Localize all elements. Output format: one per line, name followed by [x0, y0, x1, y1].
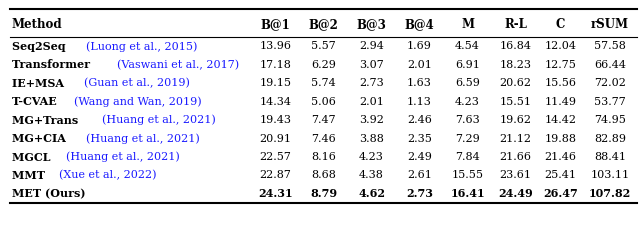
Text: 82.89: 82.89 [594, 134, 626, 144]
Text: (Xue et al., 2022): (Xue et al., 2022) [59, 170, 157, 181]
Text: 7.84: 7.84 [455, 152, 480, 162]
Text: 4.38: 4.38 [359, 171, 384, 180]
Text: 4.23: 4.23 [455, 97, 480, 107]
Text: 22.57: 22.57 [260, 152, 291, 162]
Text: 57.58: 57.58 [594, 41, 626, 51]
Text: 2.01: 2.01 [359, 97, 384, 107]
Text: 6.91: 6.91 [455, 60, 480, 70]
Text: Method: Method [12, 18, 62, 31]
Text: 19.15: 19.15 [260, 78, 292, 88]
Text: T-CVAE: T-CVAE [12, 96, 60, 107]
Text: 88.41: 88.41 [594, 152, 626, 162]
Text: 22.87: 22.87 [260, 171, 291, 180]
Text: 24.31: 24.31 [258, 189, 293, 199]
Text: 2.49: 2.49 [407, 152, 432, 162]
Text: 7.63: 7.63 [455, 115, 480, 125]
Text: B@2: B@2 [308, 18, 339, 31]
Text: R-L: R-L [504, 18, 527, 31]
Text: MG+CIA: MG+CIA [12, 133, 69, 144]
Text: 5.74: 5.74 [311, 78, 336, 88]
Text: (Luong et al., 2015): (Luong et al., 2015) [86, 41, 197, 52]
Text: 1.69: 1.69 [407, 41, 432, 51]
Text: (Huang et al., 2021): (Huang et al., 2021) [66, 152, 180, 162]
Text: 5.57: 5.57 [311, 41, 336, 51]
Text: 13.96: 13.96 [260, 41, 292, 51]
Text: 2.94: 2.94 [359, 41, 384, 51]
Text: 2.73: 2.73 [359, 78, 384, 88]
Text: (Huang et al., 2021): (Huang et al., 2021) [102, 115, 216, 125]
Text: 5.06: 5.06 [311, 97, 336, 107]
Text: 2.35: 2.35 [407, 134, 432, 144]
Text: 15.51: 15.51 [499, 97, 531, 107]
Text: (Huang et al., 2021): (Huang et al., 2021) [86, 133, 200, 144]
Text: MGCL: MGCL [12, 152, 54, 162]
Text: (Wang and Wan, 2019): (Wang and Wan, 2019) [74, 97, 202, 107]
Text: 12.75: 12.75 [545, 60, 576, 70]
Text: B@4: B@4 [404, 18, 435, 31]
Text: 72.02: 72.02 [594, 78, 626, 88]
Text: B@3: B@3 [356, 18, 387, 31]
Text: 74.95: 74.95 [594, 115, 626, 125]
Text: 20.62: 20.62 [499, 78, 531, 88]
Text: 12.04: 12.04 [544, 41, 576, 51]
Text: 21.12: 21.12 [499, 134, 531, 144]
Text: 19.43: 19.43 [260, 115, 292, 125]
Text: 14.34: 14.34 [260, 97, 292, 107]
Text: 18.23: 18.23 [499, 60, 531, 70]
Text: 26.47: 26.47 [543, 189, 578, 199]
Text: MMT: MMT [12, 170, 49, 181]
Text: 17.18: 17.18 [260, 60, 291, 70]
Text: Seq2Seq: Seq2Seq [12, 41, 69, 52]
Text: MET (Ours): MET (Ours) [12, 189, 85, 199]
Text: 8.79: 8.79 [310, 189, 337, 199]
Text: MG+Trans: MG+Trans [12, 115, 82, 126]
Text: 25.41: 25.41 [544, 171, 576, 180]
Text: 103.11: 103.11 [590, 171, 630, 180]
Text: 6.29: 6.29 [311, 60, 336, 70]
Text: 15.55: 15.55 [452, 171, 484, 180]
Text: 2.73: 2.73 [406, 189, 433, 199]
Text: 7.29: 7.29 [455, 134, 480, 144]
Text: (Vaswani et al., 2017): (Vaswani et al., 2017) [117, 60, 239, 70]
Text: 2.01: 2.01 [407, 60, 432, 70]
Text: 19.88: 19.88 [544, 134, 576, 144]
Text: 21.46: 21.46 [544, 152, 576, 162]
Text: rSUM: rSUM [591, 18, 629, 31]
Text: 4.23: 4.23 [359, 152, 384, 162]
Text: 24.49: 24.49 [498, 189, 533, 199]
Text: 6.59: 6.59 [455, 78, 480, 88]
Text: 1.63: 1.63 [407, 78, 432, 88]
Text: 19.62: 19.62 [499, 115, 531, 125]
Text: 2.46: 2.46 [407, 115, 432, 125]
Text: M: M [461, 18, 474, 31]
Text: 3.88: 3.88 [359, 134, 384, 144]
Text: Transformer: Transformer [12, 59, 93, 70]
Text: IE+MSA: IE+MSA [12, 78, 67, 89]
Text: 14.42: 14.42 [544, 115, 576, 125]
Text: 7.46: 7.46 [311, 134, 336, 144]
Text: 53.77: 53.77 [594, 97, 626, 107]
Text: 15.56: 15.56 [544, 78, 576, 88]
Text: 20.91: 20.91 [260, 134, 292, 144]
Text: 21.66: 21.66 [499, 152, 531, 162]
Text: 3.92: 3.92 [359, 115, 384, 125]
Text: C: C [556, 18, 565, 31]
Text: 23.61: 23.61 [499, 171, 531, 180]
Text: 16.84: 16.84 [499, 41, 531, 51]
Text: 8.68: 8.68 [311, 171, 336, 180]
Text: 4.54: 4.54 [455, 41, 480, 51]
Text: 8.16: 8.16 [311, 152, 336, 162]
Text: B@1: B@1 [260, 18, 291, 31]
Text: 11.49: 11.49 [544, 97, 576, 107]
Text: 7.47: 7.47 [311, 115, 336, 125]
Text: (Guan et al., 2019): (Guan et al., 2019) [84, 78, 189, 88]
Text: 16.41: 16.41 [450, 189, 485, 199]
Text: 107.82: 107.82 [589, 189, 631, 199]
Text: 1.13: 1.13 [407, 97, 432, 107]
Text: 4.62: 4.62 [358, 189, 385, 199]
Text: 66.44: 66.44 [594, 60, 626, 70]
Text: 2.61: 2.61 [407, 171, 432, 180]
Text: 3.07: 3.07 [359, 60, 384, 70]
